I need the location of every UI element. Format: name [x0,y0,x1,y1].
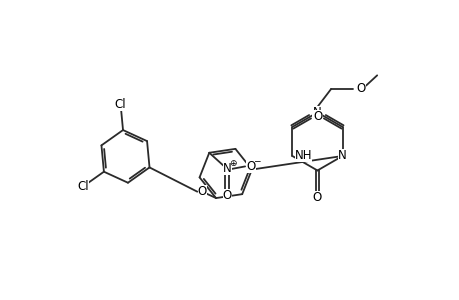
Text: O: O [312,110,321,123]
Text: −: − [253,156,260,165]
Text: O: O [222,189,231,202]
Text: N: N [337,149,346,163]
Text: O: O [356,82,365,95]
Text: Cl: Cl [77,180,89,193]
Text: N: N [313,106,321,119]
Text: NH: NH [294,149,312,163]
Text: O: O [313,110,322,123]
Text: Cl: Cl [115,98,126,111]
Text: ⊕: ⊕ [229,158,236,167]
Text: O: O [197,185,207,198]
Text: N: N [222,163,231,176]
Text: O: O [246,160,255,173]
Text: O: O [312,191,321,204]
